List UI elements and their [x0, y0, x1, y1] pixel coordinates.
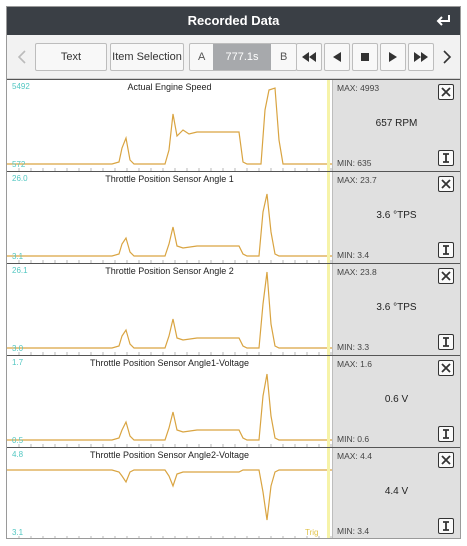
step-back-button[interactable] [324, 43, 350, 71]
signal-panel: Throttle Position Sensor Angle2-Voltage … [7, 447, 460, 538]
fast-forward-icon [414, 52, 428, 62]
signal-trace [7, 469, 332, 538]
signal-chart[interactable]: Actual Engine Speed 5492 572 [7, 80, 332, 171]
step-back-icon [333, 52, 341, 62]
chevron-left-icon[interactable] [13, 45, 31, 69]
signal-panel: Throttle Position Sensor Angle 2 26.1 3.… [7, 263, 460, 355]
max-value: MAX: 4.4 [337, 451, 372, 461]
fast-rewind-button[interactable] [296, 43, 322, 71]
fast-rewind-icon [302, 52, 316, 62]
current-value: 3.6 °TPS [376, 210, 417, 221]
close-x-icon[interactable] [438, 176, 454, 192]
play-icon [389, 52, 397, 62]
signal-info: MAX: 1.6 0.6 V MIN: 0.6 [332, 356, 460, 447]
cursor-i-icon[interactable] [438, 242, 454, 258]
toolbar: Text Item Selection A 777.1s B [7, 35, 460, 79]
signal-info: MAX: 23.8 3.6 °TPS MIN: 3.3 [332, 264, 460, 355]
y-max-label: 26.0 [12, 174, 28, 183]
max-value: MAX: 1.6 [337, 359, 372, 369]
signal-trace [7, 271, 332, 355]
signal-trace [7, 87, 332, 171]
min-value: MIN: 3.4 [337, 526, 370, 536]
max-value: MAX: 4993 [337, 83, 380, 93]
y-min-label: 3.1 [12, 528, 24, 537]
y-max-label: 1.7 [12, 358, 24, 367]
min-value: MIN: 635 [337, 158, 372, 168]
y-max-label: 4.8 [12, 450, 24, 459]
time-display: 777.1s [213, 44, 271, 70]
close-x-icon[interactable] [438, 268, 454, 284]
cursor-i-icon[interactable] [438, 334, 454, 350]
text-button[interactable]: Text [35, 43, 107, 71]
current-value: 4.4 V [384, 486, 409, 497]
time-cursor-line[interactable] [327, 80, 330, 171]
signal-panel: Throttle Position Sensor Angle1-Voltage … [7, 355, 460, 447]
signal-chart[interactable]: Throttle Position Sensor Angle1-Voltage … [7, 356, 332, 447]
marker-b-button[interactable]: B [280, 51, 288, 63]
y-min-label: 572 [12, 160, 26, 169]
y-min-label: 0.5 [12, 436, 24, 445]
signal-title: Throttle Position Sensor Angle2-Voltage [89, 450, 250, 460]
signal-info: MAX: 4.4 4.4 V MIN: 3.4 [332, 448, 460, 538]
trace-line [7, 373, 332, 441]
recorded-data-window: Recorded Data Text Item Selection A 777.… [6, 6, 461, 539]
current-value: 3.6 °TPS [376, 302, 417, 313]
chevron-right-icon[interactable] [438, 45, 456, 69]
current-value: 0.6 V [384, 394, 409, 405]
trace-line [7, 193, 332, 257]
cursor-i-icon[interactable] [438, 150, 454, 166]
close-x-icon[interactable] [438, 84, 454, 100]
fast-forward-button[interactable] [408, 43, 434, 71]
time-cursor-line[interactable] [327, 264, 330, 355]
signal-title: Throttle Position Sensor Angle 1 [105, 174, 234, 184]
time-cursor-line[interactable] [327, 172, 330, 263]
marker-a-button[interactable]: A [198, 51, 206, 63]
signal-info: MAX: 4993 657 RPM MIN: 635 [332, 80, 460, 171]
signal-title: Actual Engine Speed [127, 82, 212, 92]
stop-icon [361, 53, 369, 61]
min-value: MIN: 0.6 [337, 434, 370, 444]
cursor-i-icon[interactable] [438, 426, 454, 442]
marker-time-group: A 777.1s B [189, 43, 297, 71]
signal-title: Throttle Position Sensor Angle1-Voltage [89, 358, 250, 368]
y-min-label: 3.0 [12, 344, 24, 353]
trace-line [7, 469, 332, 521]
page-title: Recorded Data [187, 13, 280, 28]
max-value: MAX: 23.7 [337, 175, 377, 185]
item-selection-button[interactable]: Item Selection [110, 43, 184, 71]
signal-title: Throttle Position Sensor Angle 2 [105, 266, 234, 276]
max-value: MAX: 23.8 [337, 267, 377, 277]
cursor-i-icon[interactable] [438, 518, 454, 534]
signal-chart[interactable]: Throttle Position Sensor Angle 2 26.1 3.… [7, 264, 332, 355]
trace-line [7, 87, 332, 165]
play-button[interactable] [380, 43, 406, 71]
signal-chart[interactable]: Throttle Position Sensor Angle2-Voltage … [7, 448, 332, 538]
y-min-label: 3.1 [12, 252, 24, 261]
min-value: MIN: 3.4 [337, 250, 370, 260]
signal-panel: Throttle Position Sensor Angle 1 26.0 3.… [7, 171, 460, 263]
return-arrow-icon[interactable] [432, 10, 454, 32]
current-value: 657 RPM [375, 118, 418, 129]
y-max-label: 26.1 [12, 266, 28, 275]
signal-trace [7, 373, 332, 447]
stop-button[interactable] [352, 43, 378, 71]
signal-trace [7, 193, 332, 263]
y-max-label: 5492 [12, 82, 30, 91]
close-x-icon[interactable] [438, 452, 454, 468]
time-cursor-line[interactable] [327, 356, 330, 447]
signal-info: MAX: 23.7 3.6 °TPS MIN: 3.4 [332, 172, 460, 263]
title-bar: Recorded Data [7, 7, 460, 35]
trigger-label: Trig [305, 528, 319, 537]
min-value: MIN: 3.3 [337, 342, 370, 352]
time-cursor-line[interactable] [327, 448, 330, 538]
close-x-icon[interactable] [438, 360, 454, 376]
signal-chart[interactable]: Throttle Position Sensor Angle 1 26.0 3.… [7, 172, 332, 263]
signal-panel: Actual Engine Speed 5492 572 MAX: 4993 6… [7, 79, 460, 171]
trace-line [7, 271, 332, 349]
